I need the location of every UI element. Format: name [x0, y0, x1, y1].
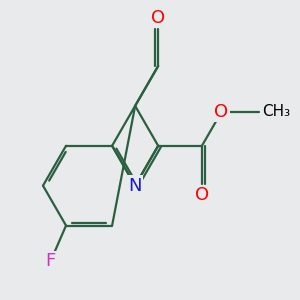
Text: O: O: [195, 186, 209, 204]
Text: O: O: [214, 103, 229, 121]
Text: F: F: [45, 253, 56, 271]
Text: CH₃: CH₃: [262, 104, 290, 119]
Text: N: N: [128, 177, 142, 195]
Text: O: O: [151, 9, 165, 27]
